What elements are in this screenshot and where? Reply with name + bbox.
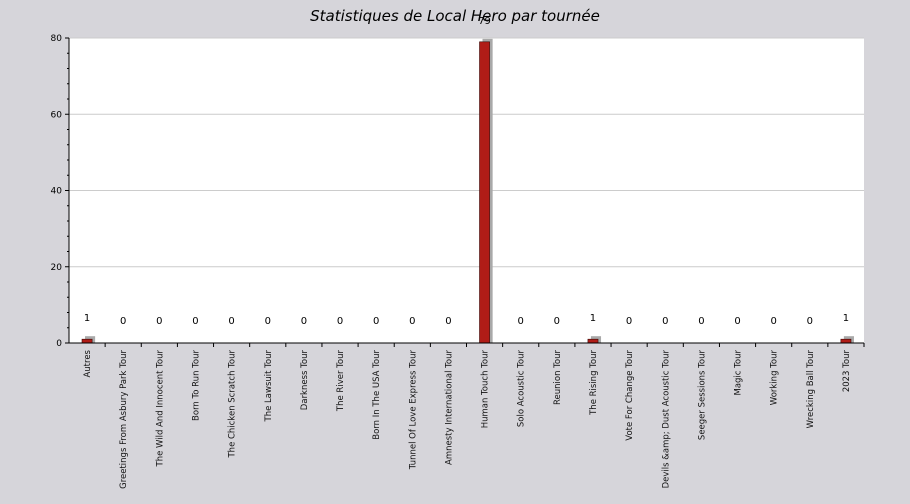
x-tick-label: The Lawsuit Tour — [264, 349, 274, 422]
data-label: 0 — [192, 316, 198, 327]
data-label: 0 — [445, 316, 451, 327]
data-label: 0 — [698, 316, 704, 327]
data-label: 0 — [156, 316, 162, 327]
data-label: 0 — [301, 316, 307, 327]
y-tick-label: 0 — [56, 339, 62, 349]
y-tick-label: 20 — [51, 263, 63, 273]
data-label: 0 — [518, 316, 524, 327]
x-tick-label: Born To Run Tour — [191, 350, 201, 421]
x-tick-label: The Wild And Innocent Tour — [155, 350, 165, 468]
x-tick-label: Vote For Change Tour — [625, 350, 635, 441]
labels: 0 20 40 60 80 1 Autres 0 Greetings From Asbury P… — [51, 16, 852, 489]
x-tick-label: Devils &amp; Dust Acoustic Tour — [661, 349, 671, 488]
x-tick-label: 2023 Tour — [842, 350, 852, 393]
data-label: 0 — [626, 316, 632, 327]
data-label: 0 — [662, 316, 668, 327]
data-label: 0 — [337, 316, 343, 327]
bars — [81, 38, 854, 344]
x-tick-label: Working Tour — [770, 349, 780, 405]
data-label: 1 — [590, 313, 596, 324]
x-tick-label: Tunnel Of Love Express Tour — [408, 350, 418, 471]
x-tick-label: The Chicken Scratch Tour — [228, 350, 238, 459]
data-label: 0 — [734, 316, 740, 327]
data-label: 0 — [770, 316, 776, 327]
data-label: 1 — [84, 313, 90, 324]
data-label: 79 — [478, 16, 491, 27]
x-tick-label: Seeger Sessions Tour — [697, 350, 707, 441]
data-label: 1 — [843, 313, 849, 324]
data-label: 0 — [554, 316, 560, 327]
x-tick-label: The River Tour — [336, 350, 346, 413]
x-tick-label: Darkness Tour — [300, 350, 310, 411]
x-tick-label: Solo Acoustic Tour — [517, 350, 527, 428]
y-tick-label: 60 — [51, 110, 63, 120]
x-tick-label: The Rising Tour — [589, 350, 599, 416]
x-tick-label: Born In The USA Tour — [372, 350, 382, 440]
data-label: 0 — [373, 316, 379, 327]
y-tick-label: 80 — [51, 34, 63, 44]
axes — [65, 37, 865, 347]
bar — [840, 338, 852, 344]
x-tick-label: Human Touch Tour — [481, 350, 491, 429]
x-tick-label: Magic Tour — [734, 350, 744, 396]
x-tick-label: Amnesty International Tour — [444, 350, 454, 465]
bar — [81, 338, 93, 344]
x-tick-label: Reunion Tour — [553, 350, 563, 406]
data-label: 0 — [228, 316, 234, 327]
x-tick-label: Greetings From Asbury Park Tour — [119, 350, 129, 489]
bar — [479, 41, 490, 344]
data-label: 0 — [265, 316, 271, 327]
data-label: 0 — [409, 316, 415, 327]
y-tick-label: 40 — [51, 187, 63, 197]
chart-title: Statistiques de Local Hero par tournée — [310, 7, 600, 25]
gridlines — [69, 37, 864, 268]
x-tick-label: Autres — [83, 349, 93, 377]
data-label: 0 — [807, 316, 813, 327]
data-label: 0 — [120, 316, 126, 327]
x-tick-label: Wrecking Ball Tour — [806, 350, 816, 429]
bar — [587, 338, 599, 344]
